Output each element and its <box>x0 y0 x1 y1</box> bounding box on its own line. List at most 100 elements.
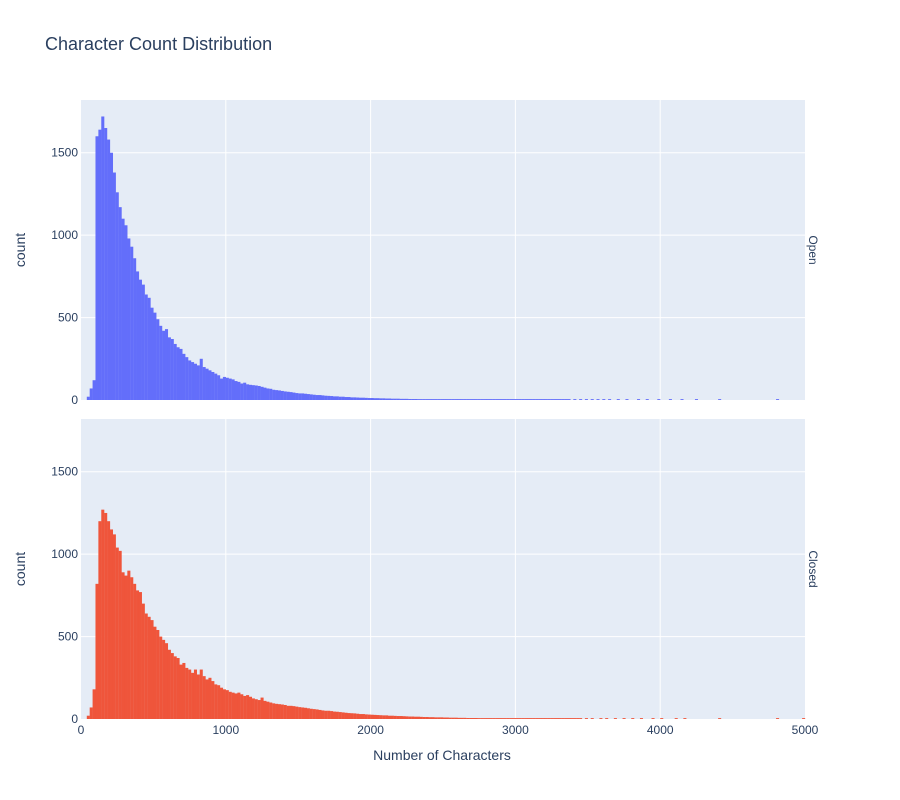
histogram-bar <box>283 704 287 719</box>
histogram-bar <box>486 718 490 719</box>
histogram-bar <box>133 258 137 400</box>
histogram-bar <box>361 714 365 719</box>
histogram-bar <box>176 347 180 400</box>
histogram-bar <box>246 695 250 719</box>
histogram-bar <box>448 717 452 719</box>
histogram-bar <box>188 360 192 400</box>
histogram-bar <box>344 397 348 400</box>
histogram-bar <box>182 662 186 719</box>
histogram-bar <box>191 362 195 400</box>
histogram-bar <box>631 718 635 719</box>
histogram-bar <box>437 717 441 719</box>
histogram-bar <box>434 399 438 400</box>
histogram-bar <box>222 376 226 400</box>
histogram-bar <box>141 284 145 400</box>
histogram-bar <box>112 534 116 719</box>
histogram-bar <box>590 718 594 719</box>
histogram-bar <box>312 394 316 400</box>
histogram-bar <box>425 399 429 400</box>
histogram-bar <box>359 397 363 400</box>
histogram-bar <box>579 718 583 719</box>
histogram-bar <box>289 392 293 400</box>
histogram-bar <box>208 370 212 400</box>
facet-label-open: Open <box>806 235 820 264</box>
histogram-bar <box>396 716 400 719</box>
histogram-bar <box>576 718 580 719</box>
histogram-bar <box>185 357 189 400</box>
histogram-bar <box>347 397 351 400</box>
histogram-bar <box>515 399 519 400</box>
histogram-bar <box>526 399 531 400</box>
histogram-bar <box>263 700 267 719</box>
histogram-bar <box>127 570 131 719</box>
histogram-bar <box>167 649 171 719</box>
histogram-bar <box>231 379 235 400</box>
histogram-bar <box>98 521 102 719</box>
histogram-bar <box>225 690 229 719</box>
histogram-bar <box>564 718 568 719</box>
histogram-bar <box>680 399 684 400</box>
histogram-bar <box>802 718 806 719</box>
histogram-bar <box>260 697 264 719</box>
histogram-bar <box>266 701 270 719</box>
histogram-bar <box>376 715 380 719</box>
chart-title: Character Count Distribution <box>45 34 272 54</box>
histogram-bar <box>489 399 493 400</box>
histogram-bar <box>416 399 420 400</box>
histogram-bar <box>280 704 284 719</box>
histogram-bar <box>555 399 559 400</box>
histogram-bar <box>532 718 536 719</box>
histogram-bar <box>127 238 131 400</box>
facet-closed: 0 500 1000 1500 count Closed 0 1000 2000 3000 4000… <box>12 419 820 737</box>
histogram-bar <box>498 718 502 719</box>
histogram-bar <box>321 395 325 400</box>
histogram-bar <box>153 312 157 400</box>
histogram-bar <box>277 390 281 400</box>
histogram-bar <box>495 718 499 719</box>
histogram-bar <box>332 396 336 400</box>
histogram-bar <box>341 396 345 400</box>
y-tick-label: 0 <box>71 393 78 407</box>
histogram-bar <box>408 399 412 400</box>
histogram-bar <box>443 717 447 719</box>
histogram-bar <box>451 717 455 719</box>
histogram-bar <box>535 718 539 719</box>
histogram-bar <box>396 398 400 400</box>
histogram-bar <box>257 700 261 719</box>
histogram-bar <box>547 718 551 719</box>
histogram-bar <box>463 717 467 719</box>
histogram-bar <box>361 397 365 400</box>
histogram-bar <box>220 378 224 400</box>
histogram-bar <box>295 393 299 400</box>
histogram-bar <box>162 330 166 400</box>
histogram-bar <box>350 713 354 719</box>
histogram-bar <box>509 399 513 400</box>
histogram-bar <box>292 706 296 719</box>
histogram-bar <box>558 718 562 719</box>
histogram-bar <box>321 710 325 719</box>
histogram-bar <box>356 713 360 719</box>
histogram-bar <box>367 398 371 400</box>
histogram-bar <box>257 385 261 400</box>
histogram-bar <box>457 717 461 719</box>
histogram-bar <box>107 139 111 401</box>
histogram-bar <box>390 398 394 400</box>
histogram-bar <box>228 378 232 400</box>
histogram-bar <box>521 399 525 400</box>
histogram-bar <box>101 116 105 400</box>
histogram-bar <box>370 714 374 719</box>
histogram-bar <box>425 717 429 719</box>
histogram-bar <box>159 636 163 719</box>
histogram-bar <box>306 394 310 400</box>
histogram-bar <box>405 716 409 719</box>
histogram-bar <box>208 677 212 719</box>
histogram-bar <box>330 711 334 719</box>
histogram-bar <box>608 399 612 400</box>
histogram-bar <box>147 297 151 400</box>
histogram-bar <box>138 592 142 719</box>
histogram-bar <box>414 716 418 719</box>
histogram-bar <box>338 712 342 719</box>
histogram-bar <box>193 669 197 719</box>
histogram-bar <box>109 529 114 719</box>
histogram-bar <box>480 399 484 400</box>
